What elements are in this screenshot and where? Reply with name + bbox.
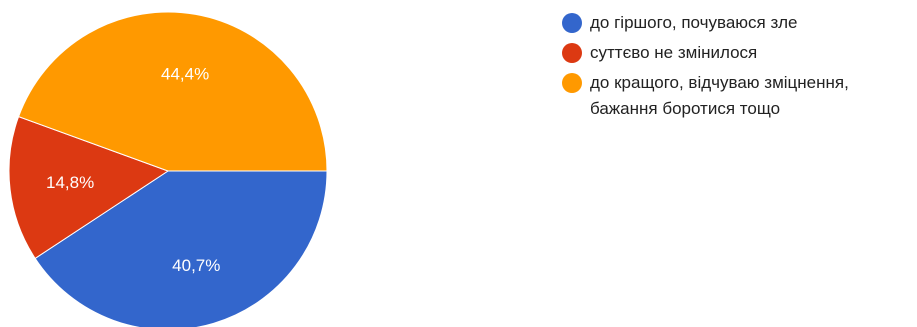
- legend-swatch-worse: [562, 13, 582, 33]
- slice-value-label-better: 44,4%: [161, 64, 209, 83]
- legend-label-better: до кращого, відчуваю зміцнення, бажання …: [590, 73, 849, 118]
- legend-swatch-unchanged: [562, 43, 582, 63]
- legend-label-unchanged: суттєво не змінилося: [590, 43, 758, 62]
- legend-item-unchanged[interactable]: суттєво не змінилося: [562, 40, 912, 66]
- pie-chart: 40,7% 14,8% 44,4%: [8, 11, 328, 327]
- legend: до гіршого, почуваюся зле суттєво не змі…: [562, 10, 912, 126]
- pie-slice-better[interactable]: [17, 11, 328, 172]
- legend-item-better[interactable]: до кращого, відчуваю зміцнення, бажання …: [562, 70, 912, 122]
- pie-slice-unchanged[interactable]: [8, 115, 170, 260]
- pie-slice-worse[interactable]: [34, 170, 328, 327]
- legend-swatch-better: [562, 73, 582, 93]
- slice-value-label-worse: 40,7%: [172, 256, 220, 275]
- legend-item-worse[interactable]: до гіршого, почуваюся зле: [562, 10, 912, 36]
- legend-label-worse: до гіршого, почуваюся зле: [590, 13, 798, 32]
- slice-value-label-unchanged: 14,8%: [46, 173, 94, 192]
